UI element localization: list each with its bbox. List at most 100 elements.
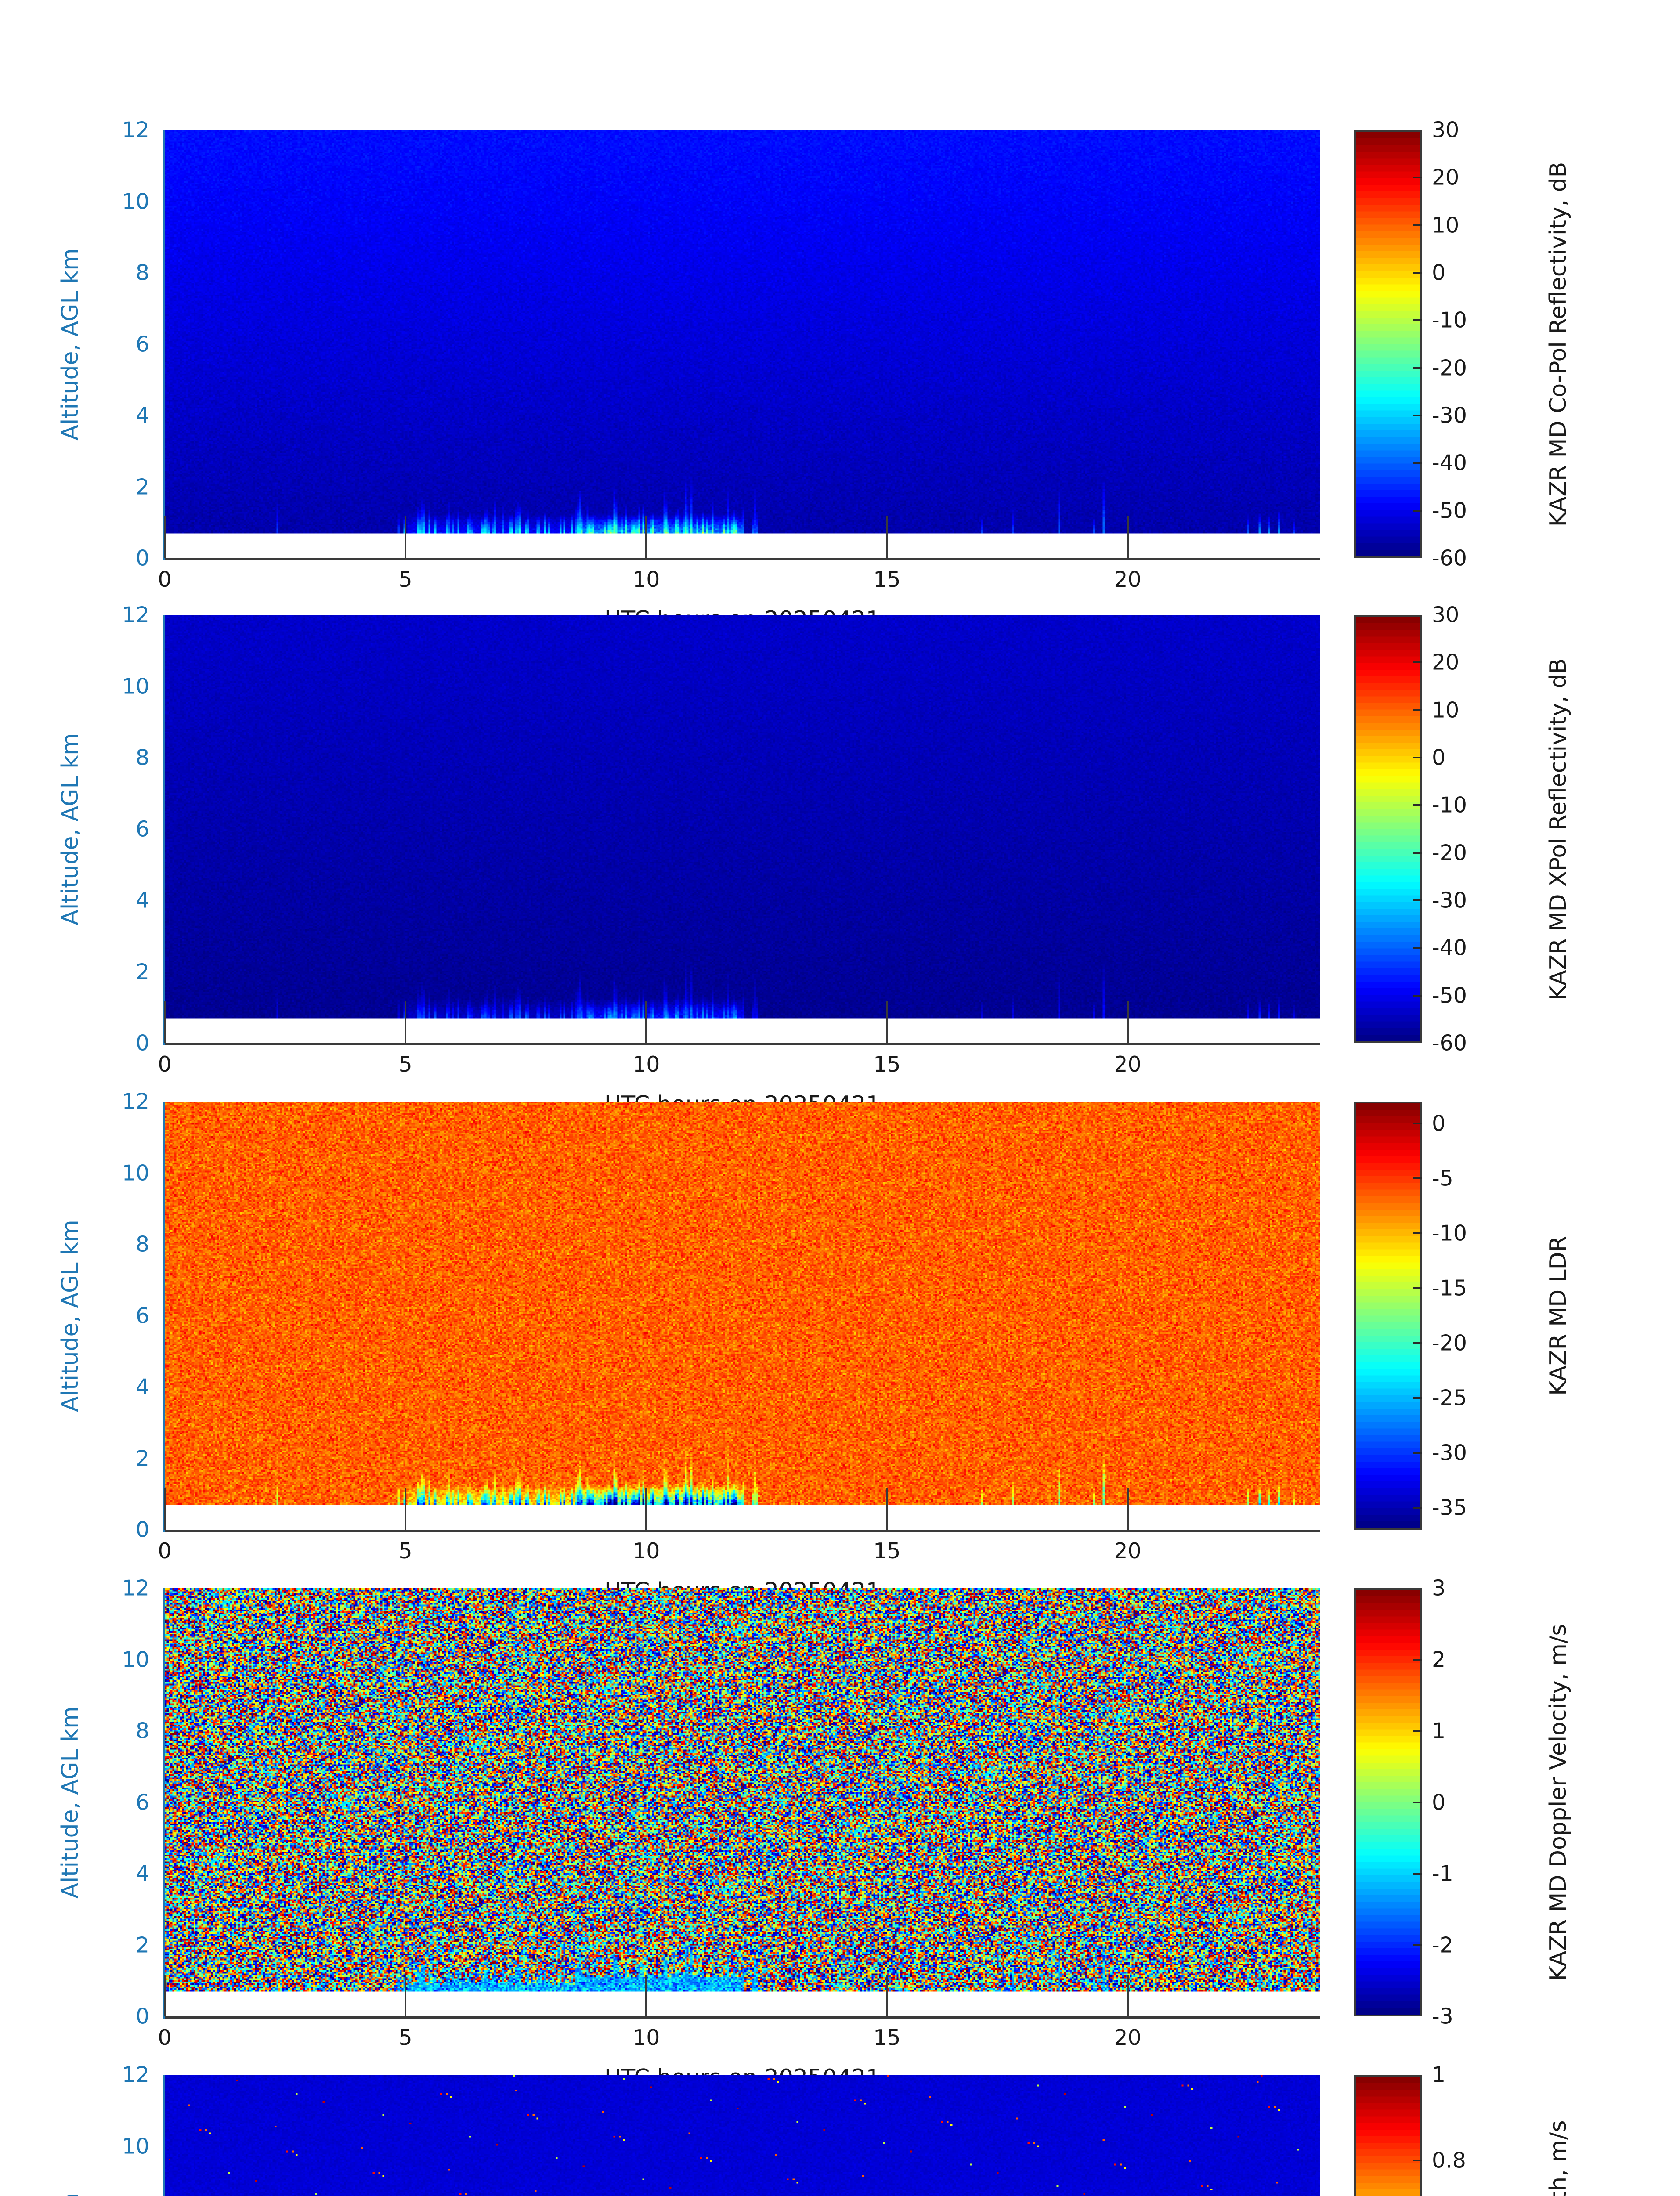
colorbar-tick-mark <box>1413 1507 1422 1509</box>
colorbar-tick-label: 20 <box>1432 165 1460 190</box>
colorbar-tick-label: -20 <box>1432 355 1467 381</box>
colorbar-tick-label: 30 <box>1432 117 1460 143</box>
x-tick-label: 5 <box>398 567 412 592</box>
colorbar-tick-mark <box>1413 994 1422 997</box>
y-axis-label: Altitude, AGL km <box>57 2193 83 2196</box>
colorbar-tick-mark <box>1413 1801 1422 1803</box>
y-tick-label: 4 <box>135 1861 149 1886</box>
x-tick-label: 10 <box>632 2025 660 2050</box>
y-tick-label: 12 <box>122 1089 149 1114</box>
x-axis-spine <box>165 558 1320 560</box>
y-tick-label: 0 <box>135 1517 149 1542</box>
y-tick-label: 0 <box>135 2004 149 2029</box>
x-tick-label: 5 <box>398 1539 412 1564</box>
colorbar-label: KAZR MD LDR <box>1545 1235 1572 1396</box>
x-tick-label: 15 <box>873 1052 901 1077</box>
colorbar-tick-mark <box>1413 1123 1422 1124</box>
colorbar-tick-mark <box>1413 1397 1422 1399</box>
x-tick-label: 20 <box>1114 1052 1142 1077</box>
y-tick-label: 6 <box>135 1303 149 1328</box>
x-tick-label: 5 <box>398 2025 412 2050</box>
colorbar-tick-label: -30 <box>1432 888 1467 913</box>
x-tick-label: 10 <box>632 1052 660 1077</box>
colorbar-label: KAZR MD Spectral Width, m/s <box>1545 2120 1572 2196</box>
y-tick-label: 12 <box>122 1575 149 1601</box>
colorbar-tick-label: 20 <box>1432 650 1460 675</box>
x-tick-mark <box>405 1488 407 1530</box>
y-tick-label: 10 <box>122 674 149 699</box>
colorbar-tick-label: -1 <box>1432 1861 1453 1886</box>
y-axis-spine <box>163 1102 165 1532</box>
colorbar-tick-label: 1 <box>1432 1718 1446 1744</box>
y-tick-label: 12 <box>122 602 149 628</box>
colorbar-tick-label: -15 <box>1432 1275 1467 1301</box>
x-tick-label: 0 <box>158 567 172 592</box>
x-tick-label: 10 <box>632 567 660 592</box>
colorbar-tick-mark <box>1413 2160 1422 2161</box>
colorbar-doppler-velocity <box>1354 1588 1422 2016</box>
heatmap-copol-reflectivity <box>165 130 1320 558</box>
colorbar-tick-mark <box>1413 272 1422 274</box>
x-tick-mark <box>1127 1488 1129 1530</box>
colorbar-tick-label: 0.8 <box>1432 2148 1466 2173</box>
heatmap-xpol-reflectivity <box>165 615 1320 1043</box>
x-tick-mark <box>164 1975 166 2016</box>
colorbar-tick-mark <box>1413 1287 1422 1289</box>
colorbar-tick-label: -60 <box>1432 545 1467 571</box>
colorbar-tick-label: -40 <box>1432 935 1467 961</box>
y-tick-label: 10 <box>122 1160 149 1185</box>
colorbar-label: KAZR MD XPol Reflectivity, dB <box>1545 658 1572 1000</box>
y-axis-spine <box>163 615 165 1045</box>
x-axis-spine <box>165 1043 1320 1045</box>
colorbar-tick-mark <box>1413 899 1422 901</box>
colorbar-tick-label: -30 <box>1432 403 1467 428</box>
colorbar-tick-label: -40 <box>1432 450 1467 476</box>
y-axis-label: Altitude, AGL km <box>57 248 83 441</box>
x-tick-label: 20 <box>1114 2025 1142 2050</box>
colorbar-tick-label: -3 <box>1432 2004 1453 2029</box>
colorbar-label: KAZR MD Doppler Velocity, m/s <box>1545 1623 1572 1981</box>
colorbar-tick-mark <box>1413 1342 1422 1344</box>
colorbar-label: KAZR MD Co-Pol Reflectivity, dB <box>1545 162 1572 527</box>
x-tick-mark <box>645 1975 647 2016</box>
colorbar-tick-label: -20 <box>1432 1330 1467 1356</box>
y-axis-spine <box>163 2075 165 2196</box>
x-tick-label: 15 <box>873 1539 901 1564</box>
colorbar-tick-label: 0 <box>1432 1790 1446 1815</box>
x-tick-label: 0 <box>158 1052 172 1077</box>
y-tick-label: 2 <box>135 959 149 984</box>
colorbar-tick-mark <box>1413 462 1422 464</box>
colorbar-tick-label: -50 <box>1432 983 1467 1008</box>
colorbar-tick-label: 0 <box>1432 745 1446 770</box>
x-axis-spine <box>165 2016 1320 2019</box>
colorbar-tick-mark <box>1413 852 1422 854</box>
colorbar-tick-label: -60 <box>1432 1030 1467 1056</box>
y-axis-spine <box>163 130 165 560</box>
colorbar-tick-label: 10 <box>1432 213 1460 238</box>
colorbar-tick-mark <box>1413 1177 1422 1179</box>
colorbar-tick-label: -20 <box>1432 840 1467 866</box>
y-tick-label: 4 <box>135 1374 149 1400</box>
colorbar-tick-label: -50 <box>1432 498 1467 524</box>
x-tick-mark <box>886 1001 888 1043</box>
x-tick-label: 5 <box>398 1052 412 1077</box>
y-tick-label: 10 <box>122 2134 149 2159</box>
x-tick-mark <box>405 1001 407 1043</box>
y-tick-label: 2 <box>135 1932 149 1958</box>
x-tick-mark <box>645 1001 647 1043</box>
x-tick-mark <box>645 516 647 558</box>
colorbar-tick-label: -25 <box>1432 1385 1467 1411</box>
y-tick-label: 10 <box>122 189 149 214</box>
y-tick-label: 6 <box>135 332 149 357</box>
colorbar-tick-label: -30 <box>1432 1440 1467 1466</box>
y-axis-label: Altitude, AGL km <box>57 733 83 925</box>
x-tick-mark <box>886 1488 888 1530</box>
x-tick-mark <box>1127 1975 1129 2016</box>
x-tick-mark <box>164 516 166 558</box>
x-tick-mark <box>405 1975 407 2016</box>
y-tick-label: 0 <box>135 545 149 571</box>
colorbar-tick-mark <box>1413 804 1422 806</box>
y-tick-label: 6 <box>135 816 149 842</box>
x-tick-label: 0 <box>158 1539 172 1564</box>
